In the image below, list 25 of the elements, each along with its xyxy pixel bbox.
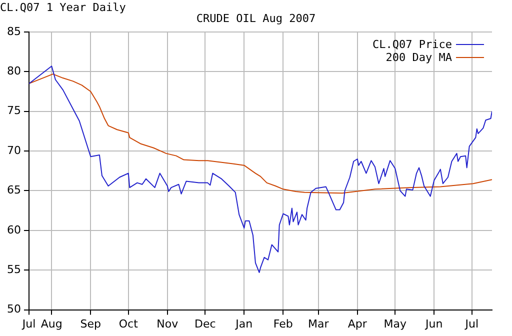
x-tick-label: Apr [348,317,368,330]
legend-label: CL.Q07 Price [372,38,452,51]
chart-subtitle: CL.Q07 1 Year Daily [0,1,126,14]
x-tick-label: Nov [156,317,179,330]
x-tick-label: Mar [308,317,330,330]
x-tick-label: Sep [80,317,102,330]
y-tick-label: 60 [6,223,21,236]
x-tick-label: Dec [194,317,216,330]
x-tick-label: Oct [118,317,139,330]
legend-label: 200 Day MA [386,51,452,64]
x-tick-label: Jul [21,317,36,330]
y-tick-label: 85 [6,24,21,38]
x-tick-label: May [384,317,407,330]
y-tick-label: 65 [6,184,21,197]
x-tick-label: Aug [40,317,62,330]
x-tick-label: Feb [273,317,293,330]
x-tick-label: Jun [424,317,443,330]
y-tick-label: 55 [6,262,21,276]
y-tick-label: 75 [6,104,21,118]
x-tick-label: Jul [464,317,479,330]
x-tick-label: Jan [234,317,253,330]
y-tick-label: 80 [6,64,21,78]
chart-title: CRUDE OIL Aug 2007 [196,12,316,25]
y-tick-label: 70 [6,144,21,157]
y-tick-label: 50 [6,302,21,316]
